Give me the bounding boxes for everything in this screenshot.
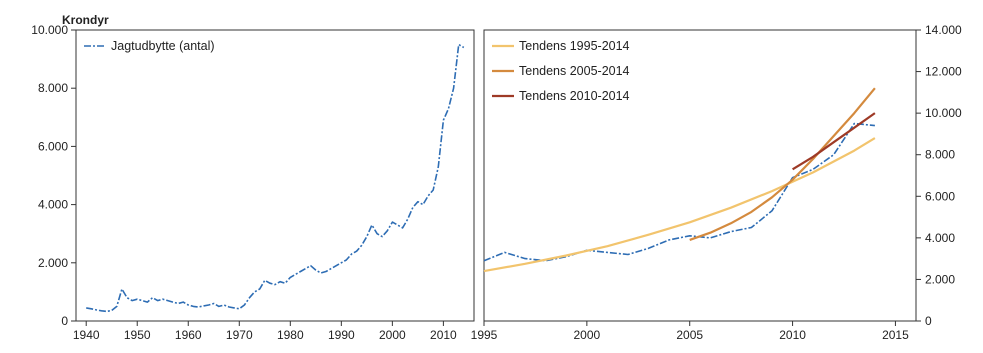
legend-label: Tendens 2005-2014: [519, 64, 630, 78]
left-chart-panel: 1940 1950 1960 1970 1980 1990 2000 2010 0 2.000 4.…: [31, 13, 475, 342]
y-tick-label: 2.000: [925, 272, 955, 286]
plot-frame: [483, 29, 917, 322]
y-tick-label: 14.000: [925, 23, 962, 37]
x-tick-label: 1980: [277, 328, 304, 342]
series-line-0: [483, 122, 875, 262]
x-tick-label: 1995: [471, 328, 498, 342]
y-tick-label: 2.000: [38, 256, 68, 270]
series-line-2: [689, 87, 876, 241]
legend-label: Tendens 2010-2014: [519, 89, 630, 103]
y-tick-label: 6.000: [38, 139, 68, 153]
legend-label: Tendens 1995-2014: [519, 39, 630, 53]
x-tick-label: 2010: [779, 328, 806, 342]
series-line-3: [792, 112, 876, 171]
y-tick-label: 10.000: [31, 23, 68, 37]
x-tick-label: 1950: [124, 328, 151, 342]
x-tick-label: 1960: [175, 328, 202, 342]
x-tick-label: 1940: [73, 328, 100, 342]
right-chart-panel: 1995 2000 2005 2010 2015 0 2.000 4.000 6.000 8.00…: [471, 23, 962, 342]
y-tick-label: 10.000: [925, 106, 962, 120]
y-tick-label: 8.000: [925, 148, 955, 162]
y-tick-label: 4.000: [925, 231, 955, 245]
x-tick-label: 1970: [226, 328, 253, 342]
x-tick-label: 2000: [379, 328, 406, 342]
y-tick-label: 8.000: [38, 81, 68, 95]
x-tick-label: 2000: [574, 328, 601, 342]
y-tick-label: 0: [925, 314, 932, 328]
chart-title: Krondyr: [62, 13, 109, 27]
x-tick-label: 2005: [676, 328, 703, 342]
x-tick-label: 2010: [430, 328, 457, 342]
series-line-1: [483, 137, 876, 273]
x-tick-label: 2015: [882, 328, 909, 342]
y-tick-label: 6.000: [925, 189, 955, 203]
y-tick-label: 0: [61, 314, 68, 328]
legend-label: Jagtudbytte (antal): [111, 39, 215, 53]
y-tick-label: 12.000: [925, 65, 962, 79]
x-tick-label: 1990: [328, 328, 355, 342]
series-line-0: [86, 43, 465, 313]
y-tick-label: 4.000: [38, 198, 68, 212]
plot-frame: [75, 29, 475, 322]
